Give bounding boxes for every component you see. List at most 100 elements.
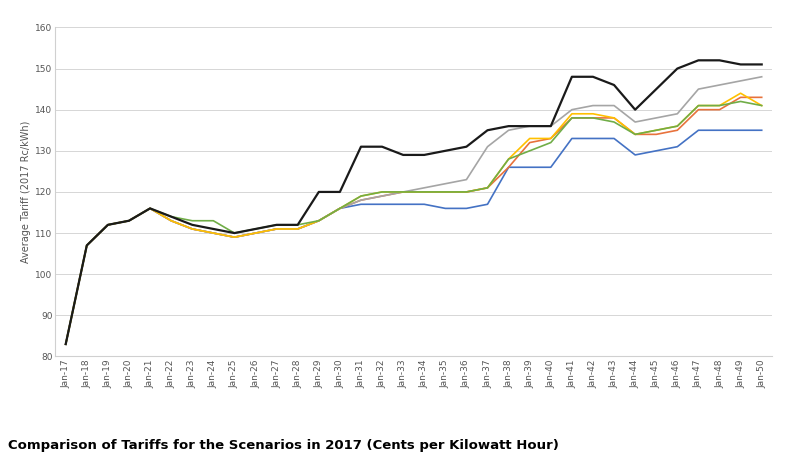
Line: IRP7: IRP7 xyxy=(65,60,762,344)
IRP5 xyxy=(399,189,408,195)
IRP5 xyxy=(504,156,513,162)
IRP3 xyxy=(567,115,577,121)
IRP3 xyxy=(103,222,113,228)
IRP3 xyxy=(462,189,471,195)
IRP3 xyxy=(546,136,556,141)
IRP7 xyxy=(251,226,260,232)
IRP7 xyxy=(525,123,534,129)
IRP_Policy xyxy=(757,103,767,108)
IRP6 xyxy=(673,111,682,117)
IRP5 xyxy=(440,189,450,195)
IRP7 xyxy=(673,66,682,71)
IRP3 xyxy=(630,132,640,137)
IRP7 xyxy=(103,222,113,228)
IRP_Policy xyxy=(630,132,640,137)
IRP7 xyxy=(462,144,471,149)
IRP7 xyxy=(293,222,303,228)
IRP6 xyxy=(567,107,577,112)
IRP3 xyxy=(377,193,387,199)
IRP7 xyxy=(188,222,197,228)
IRP6 xyxy=(125,218,134,223)
IRP6 xyxy=(209,230,218,236)
IRP1 xyxy=(673,144,682,149)
IRP6 xyxy=(715,82,724,88)
IRP6 xyxy=(462,177,471,182)
IRP1 xyxy=(251,230,260,236)
IRP3 xyxy=(525,140,534,145)
IRP1 xyxy=(293,226,303,232)
IRP7 xyxy=(630,107,640,112)
IRP_Policy xyxy=(61,341,70,347)
IRP5 xyxy=(356,193,366,199)
IRP3 xyxy=(715,107,724,112)
IRP1 xyxy=(440,206,450,211)
IRP5 xyxy=(588,111,597,117)
IRP5 xyxy=(314,218,324,223)
IRP_Policy xyxy=(209,218,218,223)
IRP5 xyxy=(166,218,176,223)
IRP6 xyxy=(335,206,344,211)
IRP5 xyxy=(757,103,767,108)
IRP6 xyxy=(230,234,240,240)
IRP1 xyxy=(82,243,91,248)
IRP7 xyxy=(757,62,767,67)
IRP5 xyxy=(188,226,197,232)
IRP3 xyxy=(356,197,366,203)
IRP7 xyxy=(82,243,91,248)
IRP7 xyxy=(209,226,218,232)
IRP3 xyxy=(251,230,260,236)
IRP1 xyxy=(356,202,366,207)
Line: IRP3: IRP3 xyxy=(65,97,762,344)
IRP_Policy xyxy=(145,206,154,211)
IRP_Policy xyxy=(188,218,197,223)
IRP_Policy xyxy=(652,128,661,133)
IRP1 xyxy=(399,202,408,207)
IRP1 xyxy=(125,218,134,223)
IRP6 xyxy=(188,226,197,232)
IRP3 xyxy=(440,189,450,195)
IRP5 xyxy=(230,234,240,240)
IRP1 xyxy=(736,128,745,133)
IRP1 xyxy=(652,148,661,154)
IRP_Policy xyxy=(125,218,134,223)
IRP1 xyxy=(377,202,387,207)
IRP7 xyxy=(440,148,450,154)
IRP_Policy xyxy=(673,123,682,129)
IRP7 xyxy=(693,58,703,63)
IRP_Policy xyxy=(693,103,703,108)
IRP7 xyxy=(652,86,661,92)
IRP6 xyxy=(166,218,176,223)
IRP_Policy xyxy=(419,189,429,195)
IRP6 xyxy=(356,197,366,203)
IRP_Policy xyxy=(525,148,534,154)
IRP3 xyxy=(504,165,513,170)
IRP6 xyxy=(525,123,534,129)
IRP3 xyxy=(483,185,492,191)
IRP_Policy xyxy=(230,230,240,236)
IRP6 xyxy=(61,341,70,347)
IRP1 xyxy=(715,128,724,133)
IRP1 xyxy=(419,202,429,207)
IRP_Policy xyxy=(715,103,724,108)
IRP5 xyxy=(335,206,344,211)
IRP1 xyxy=(504,165,513,170)
IRP7 xyxy=(314,189,324,195)
IRP7 xyxy=(230,230,240,236)
IRP_Policy xyxy=(335,206,344,211)
IRP5 xyxy=(103,222,113,228)
IRP_Policy xyxy=(483,185,492,191)
Legend: IRP3, IRP1, IRP6, IRP5, IRP7, IRP_Policy: IRP3, IRP1, IRP6, IRP5, IRP7, IRP_Policy xyxy=(238,453,589,457)
IRP1 xyxy=(630,152,640,158)
IRP7 xyxy=(61,341,70,347)
IRP6 xyxy=(82,243,91,248)
IRP6 xyxy=(652,115,661,121)
IRP5 xyxy=(293,226,303,232)
IRP1 xyxy=(525,165,534,170)
IRP7 xyxy=(377,144,387,149)
IRP7 xyxy=(567,74,577,80)
IRP7 xyxy=(483,128,492,133)
Line: IRP_Policy: IRP_Policy xyxy=(65,101,762,344)
IRP7 xyxy=(272,222,281,228)
IRP5 xyxy=(251,230,260,236)
IRP5 xyxy=(673,123,682,129)
